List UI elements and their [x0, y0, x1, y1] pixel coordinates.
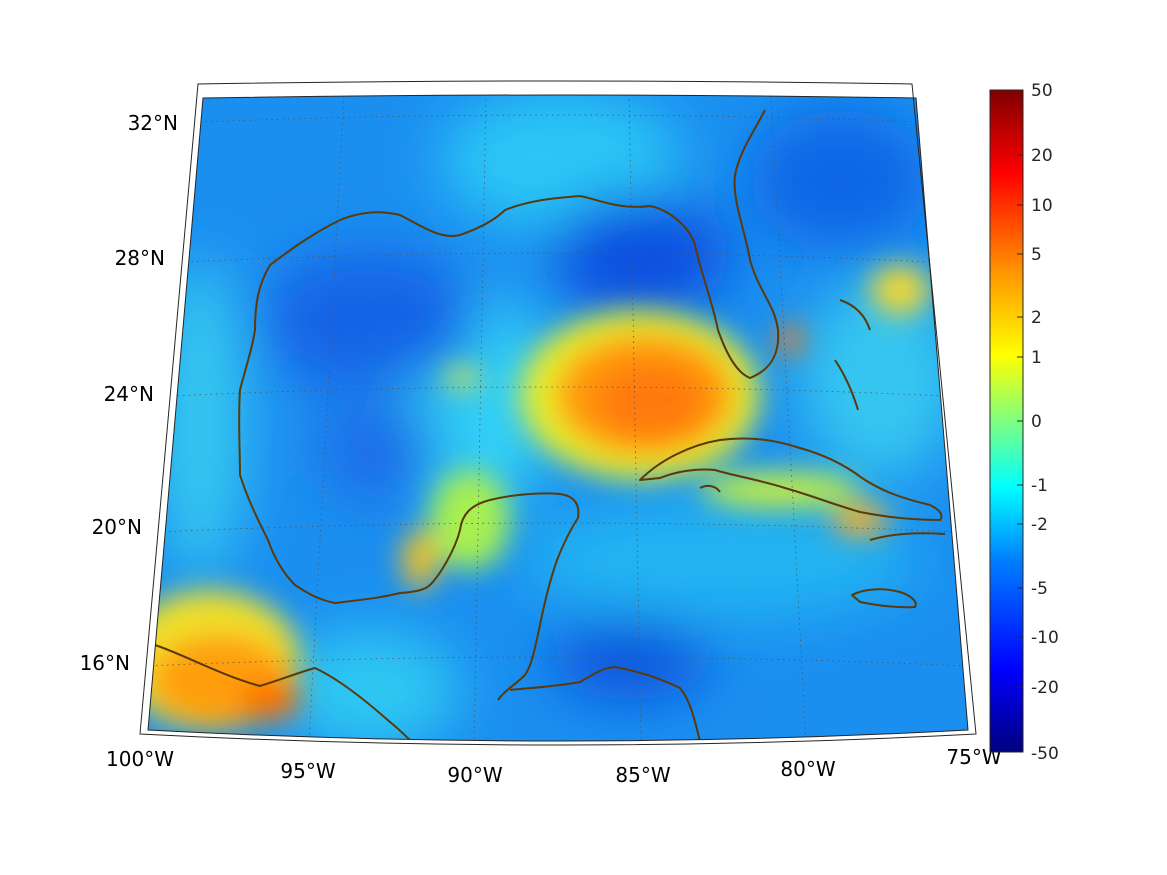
map-frame — [139, 80, 977, 746]
parallel-20n — [157, 522, 959, 533]
meridian-95w — [308, 95, 345, 741]
parallel-24n — [171, 386, 945, 397]
anomaly-warm-gulf-peak — [595, 362, 705, 438]
lon-label-100w: 100°W — [106, 747, 174, 771]
lon-label-95w: 95°W — [280, 759, 335, 783]
meridian-90w — [473, 95, 487, 741]
coast-hispaniola — [869, 532, 946, 541]
cb-label-20: 20 — [1031, 146, 1053, 166]
frame-outer — [139, 80, 977, 746]
anomaly-warm-gulf-arm — [430, 470, 510, 570]
field-anomalies — [155, 95, 960, 741]
coast-pacific-mexico — [154, 644, 419, 741]
coast-bahamas-andros — [834, 359, 859, 411]
lon-label-80w: 80°W — [780, 757, 835, 781]
anomaly-cold-west-gulf — [260, 250, 480, 390]
frame-inner — [147, 94, 969, 742]
cb-label-neg2: -2 — [1031, 515, 1048, 535]
cb-label-1: 1 — [1031, 348, 1042, 368]
anomaly-cyan-east — [800, 280, 960, 480]
anomaly-warm-bahamas — [870, 265, 930, 315]
map-field — [148, 95, 968, 741]
coast-central-america — [509, 666, 701, 741]
graticule — [148, 95, 968, 741]
anomaly-cyan-north-gulf — [440, 95, 680, 230]
meridian-85w — [628, 95, 642, 741]
cb-label-neg1: -1 — [1031, 476, 1048, 496]
lon-label-85w: 85°W — [615, 763, 670, 787]
lon-label-90w: 90°W — [447, 763, 502, 787]
lat-labels: 32°N 28°N 24°N 20°N 16°N — [80, 111, 178, 675]
cb-label-2: 2 — [1031, 308, 1042, 328]
colorbar-labels: 50 20 10 5 2 1 0 -1 -2 -5 -10 -20 -50 — [1031, 81, 1059, 764]
anomaly-cold-sw-gulf — [320, 400, 440, 500]
anomaly-warm-florida-keys — [778, 324, 802, 356]
lat-label-20n: 20°N — [92, 515, 142, 539]
cb-label-neg20: -20 — [1031, 678, 1059, 698]
coast-cuba-isle — [699, 484, 721, 493]
cb-label-5: 5 — [1031, 245, 1042, 265]
coast-jamaica — [851, 588, 917, 609]
cb-label-neg5: -5 — [1031, 579, 1048, 599]
meridian-80w — [770, 95, 807, 741]
anomaly-warm-cuba-east — [832, 504, 888, 536]
anomaly-warm-gulf-islet — [444, 368, 480, 388]
cb-label-neg50: -50 — [1031, 744, 1059, 764]
coast-bahamas-north — [839, 299, 871, 331]
cb-label-50: 50 — [1031, 81, 1053, 101]
anomaly-warm-pacific-peak — [240, 680, 300, 720]
coastlines — [154, 109, 946, 741]
field-warm-anomalies — [148, 265, 930, 730]
lat-label-24n: 24°N — [104, 382, 154, 406]
cb-label-10: 10 — [1031, 196, 1053, 216]
lat-label-28n: 28°N — [115, 246, 165, 270]
anomaly-cold-atlantic — [750, 110, 930, 250]
anomaly-cyan-caribbean — [520, 500, 920, 620]
anomaly-cold-honduras — [550, 620, 710, 700]
anomaly-warm-cuba-band — [700, 472, 860, 508]
lat-label-16n: 16°N — [80, 651, 130, 675]
anomaly-warm-yucatan — [402, 530, 438, 590]
cb-label-0: 0 — [1031, 412, 1042, 432]
anomaly-cyan-south — [280, 630, 460, 741]
anomaly-cold-panhandle — [550, 195, 730, 315]
parallel-16n — [148, 656, 968, 667]
coast-gulf-us-mexico — [238, 109, 780, 701]
cb-label-neg10: -10 — [1031, 628, 1059, 648]
colorbar: 50 20 10 5 2 1 0 -1 -2 -5 -10 -20 -50 — [989, 81, 1059, 764]
coast-cuba — [639, 437, 943, 521]
lat-label-32n: 32°N — [128, 111, 178, 135]
lon-labels: 100°W 95°W 90°W 85°W 80°W 75°W — [106, 745, 1002, 787]
colorbar-ticks — [1017, 154, 1023, 688]
